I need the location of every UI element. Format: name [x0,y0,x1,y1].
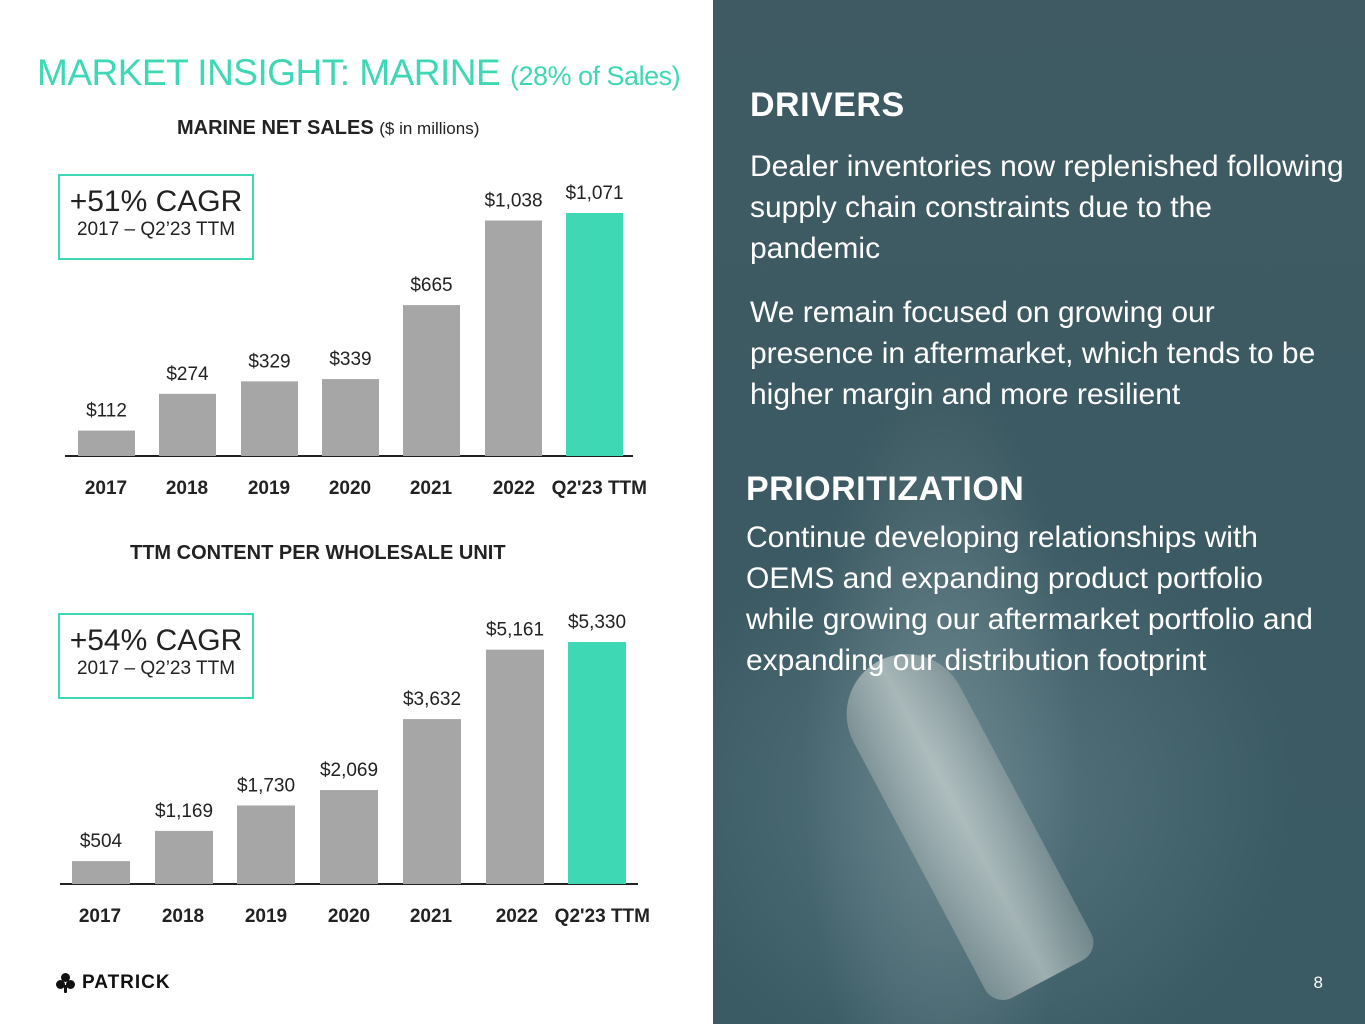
chart-1-bar-2017 [78,430,135,456]
drivers-paragraph-2: We remain focused on growing our presenc… [750,296,1316,411]
chart-1-value-label: $274 [166,364,209,385]
chart-1-value-label: $1,038 [484,190,542,211]
right-panel: DRIVERS Dealer inventories now replenish… [713,0,1365,1024]
chart-2-cagr-value: +54% CAGR [69,624,243,657]
chart-2-title: TTM CONTENT PER WHOLESALE UNIT [130,542,506,565]
drivers-paragraph-1: Dealer inventories now replenished follo… [750,150,1344,265]
prioritization-heading: PRIORITIZATION [746,470,1025,508]
chart-1-bar-q2-23-ttm [566,213,623,456]
chart-1-title: MARINE NET SALES ($ in millions) [177,117,479,140]
chart-2-tick-label: 2018 [162,906,204,927]
chart-1-bar-2021 [403,305,460,456]
chart-2-tick-label: 2022 [496,906,538,927]
chart-1-unit-note: ($ in millions) [379,119,480,138]
chart-1-value-label: $339 [329,349,371,370]
logo-text: PATRICK [82,972,171,993]
chart-2-tick-label: 2020 [328,906,370,927]
chart-1-cagr-value: +51% CAGR [69,185,243,218]
chart-2-value-label: $1,169 [155,801,213,822]
chart-1-tick-label: 2020 [329,478,371,499]
clover-icon [56,973,76,993]
chart-1-tick-label: 2021 [410,478,453,499]
chart-1-title-text: MARINE NET SALES [177,117,374,139]
chart-2-tick-label: 2017 [79,906,121,927]
chart-2-bar-2019 [237,805,295,884]
chart-2-cagr-period: 2017 – Q2’23 TTM [76,658,236,679]
chart-1-marine-net-sales: $112 2017 $274 2018 $329 2019 $339 2020 $665 2021… [65,183,647,499]
title-main: MARKET INSIGHT: MARINE [37,52,501,93]
prioritization-paragraph: Continue developing relationships with O… [746,521,1313,677]
left-panel: MARKET INSIGHT: MARINE (28% of Sales) MA… [37,52,681,994]
chart-2-title-text: TTM CONTENT PER WHOLESALE UNIT [130,542,506,564]
chart-1-value-label: $329 [248,351,290,372]
chart-1-tick-label: 2017 [85,478,127,499]
chart-2-bar-2021 [403,719,461,884]
chart-1-bar-2019 [241,381,298,456]
chart-1-tick-label: 2022 [493,478,535,499]
chart-2-bar-q2-23-ttm [568,642,626,884]
chart-1-tick-label: Q2'23 TTM [552,478,647,499]
chart-2-value-label: $2,069 [320,760,378,781]
chart-1-value-label: $665 [410,275,452,296]
chart-2-cagr-box: +54% CAGR 2017 – Q2’23 TTM [58,613,254,699]
chart-2-tick-label: 2021 [410,906,453,927]
chart-2-value-label: $504 [80,831,123,852]
chart-1-bar-2018 [159,393,216,456]
chart-2-bar-2020 [320,790,378,884]
drivers-heading: DRIVERS [750,86,905,124]
title-sub: (28% of Sales) [510,61,681,91]
chart-1-cagr-box: +51% CAGR 2017 – Q2’23 TTM [58,174,254,260]
page-number: 8 [1313,973,1323,992]
boat-image [825,632,1101,1008]
chart-2-value-label: $3,632 [403,689,461,710]
chart-2-tick-label: 2019 [245,906,287,927]
chart-1-tick-label: 2018 [166,478,208,499]
chart-2-value-label: $1,730 [237,775,295,796]
chart-2-bar-2022 [486,649,544,884]
chart-1-cagr-period: 2017 – Q2’23 TTM [76,219,236,240]
chart-2-value-label: $5,161 [486,620,544,641]
chart-1-value-label: $1,071 [565,183,623,204]
chart-1-value-label: $112 [86,401,127,422]
chart-2-content-per-unit: $504 2017 $1,169 2018 $1,730 2019 $2,069 2020 $3… [60,612,650,927]
chart-2-bar-2018 [155,830,213,884]
page-title: MARKET INSIGHT: MARINE (28% of Sales) [37,52,681,94]
chart-1-bar-2020 [322,379,379,456]
chart-2-value-label: $5,330 [568,612,626,633]
chart-1-bar-2022 [485,220,542,456]
chart-2-bar-2017 [72,861,130,884]
chart-1-tick-label: 2019 [248,478,290,499]
patrick-logo: PATRICK [56,972,171,994]
chart-2-tick-label: Q2'23 TTM [555,906,650,927]
